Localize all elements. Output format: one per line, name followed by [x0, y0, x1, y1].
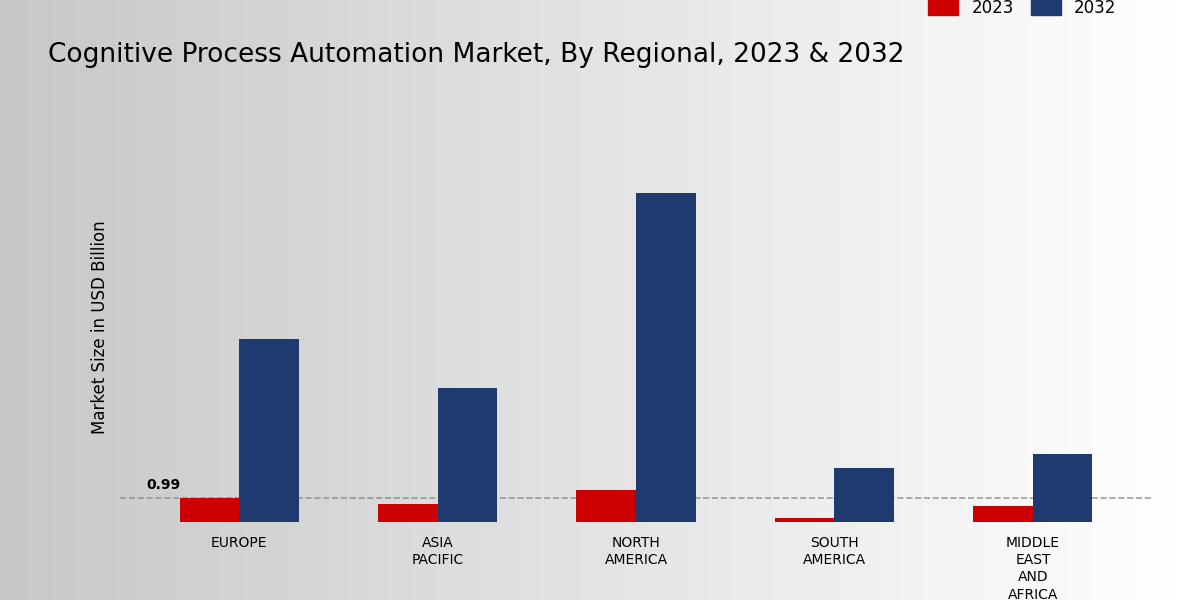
Bar	[775, 518, 834, 522]
Bar	[973, 506, 1033, 522]
Bar	[378, 504, 438, 522]
Bar	[576, 490, 636, 522]
Bar	[180, 498, 239, 522]
Bar	[438, 388, 497, 522]
Bar	[834, 469, 894, 522]
Bar	[239, 339, 299, 522]
Text: 0.99: 0.99	[146, 478, 181, 492]
Legend: 2023, 2032: 2023, 2032	[922, 0, 1123, 23]
Bar	[636, 193, 696, 522]
Y-axis label: Market Size in USD Billion: Market Size in USD Billion	[91, 220, 109, 434]
Bar	[1033, 454, 1092, 522]
Text: Cognitive Process Automation Market, By Regional, 2023 & 2032: Cognitive Process Automation Market, By …	[48, 42, 905, 68]
